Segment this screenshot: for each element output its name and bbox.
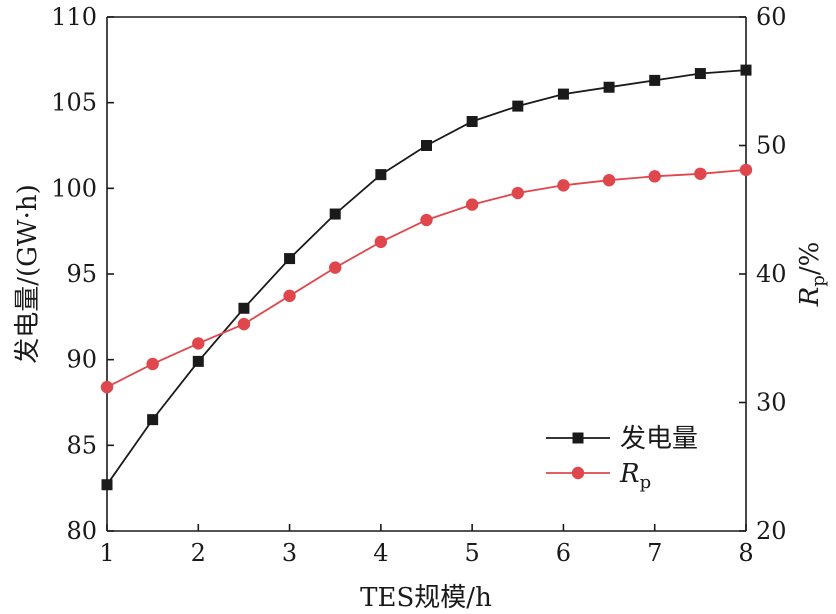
x-tick-label: 4 — [373, 539, 388, 567]
series-0-point — [557, 88, 569, 100]
legend-rp-label-sub: p — [640, 472, 652, 493]
series-1-point — [648, 170, 661, 183]
series-0 — [101, 64, 752, 491]
y-left-tick-label: 85 — [66, 431, 97, 459]
y-left-tick-label: 95 — [66, 260, 97, 288]
series-0-point — [649, 74, 661, 86]
series-layer — [100, 64, 753, 491]
y-right-axis-ticks: 20 30 40 50 60 — [739, 3, 787, 545]
y-right-tick-label: 30 — [756, 389, 787, 417]
series-1-point — [146, 357, 159, 371]
y-left-axis-ticks: 80 85 90 95 100 105 110 — [51, 3, 114, 545]
legend-rp-marker — [571, 466, 585, 480]
y-left-tick-label: 105 — [51, 89, 97, 117]
y-left-tick-label: 100 — [51, 174, 97, 202]
y-right-axis-title: Rp/% — [795, 242, 829, 308]
y-left-axis-title: 发电量/(GW·h) — [13, 184, 43, 364]
y-right-tick-label: 60 — [756, 3, 787, 31]
series-0-point — [603, 81, 615, 93]
y-right-tick-label: 20 — [756, 517, 787, 545]
x-tick-label: 8 — [738, 539, 753, 567]
series-0-point — [284, 253, 296, 265]
series-0-point — [329, 208, 341, 220]
x-tick-label: 2 — [191, 539, 206, 567]
y-left-tick-label: 110 — [51, 3, 97, 31]
series-1-point — [237, 317, 251, 331]
x-tick-label: 3 — [282, 539, 297, 567]
series-0-point — [421, 140, 432, 151]
y-left-tick-label: 80 — [66, 517, 97, 545]
series-1-line — [106, 169, 747, 388]
series-0-point — [147, 414, 159, 426]
series-1-point — [739, 163, 753, 177]
legend-rp-label: Rp — [619, 459, 651, 493]
legend-item-rp: Rp — [546, 459, 651, 493]
series-0-point — [740, 64, 752, 76]
legend-generation-marker — [572, 432, 584, 444]
series-1-point — [329, 261, 342, 274]
y-right-axis-title-suffix: /% — [795, 242, 825, 275]
series-1-point — [694, 167, 707, 180]
series-1-point — [420, 213, 433, 227]
x-tick-label: 6 — [556, 539, 571, 567]
series-0-point — [101, 479, 113, 491]
y-right-axis-title-main: R — [795, 287, 825, 308]
x-tick-label: 7 — [647, 539, 662, 567]
series-0-point — [375, 169, 387, 181]
series-1-point — [557, 179, 570, 192]
series-1-point — [511, 186, 524, 200]
x-tick-label: 5 — [465, 539, 480, 567]
x-axis-ticks: 1 2 3 4 5 6 7 8 — [99, 524, 754, 567]
series-1-point — [192, 337, 205, 350]
legend-generation-label: 发电量 — [620, 424, 698, 454]
legend-rp-label-main: R — [619, 459, 640, 489]
series-1-point — [602, 173, 616, 187]
series-0-point — [512, 100, 524, 112]
y-right-tick-label: 40 — [756, 260, 787, 288]
series-1-point — [283, 289, 296, 303]
y-right-tick-label: 50 — [756, 132, 787, 160]
x-tick-label: 1 — [99, 539, 114, 567]
legend-item-generation: 发电量 — [546, 424, 698, 454]
series-1 — [100, 163, 753, 394]
legend: 发电量 Rp — [546, 424, 698, 493]
y-left-tick-label: 90 — [66, 346, 97, 374]
x-axis-title: TES规模/h — [360, 583, 492, 613]
series-0-point — [192, 355, 204, 367]
series-0-point — [238, 302, 250, 314]
series-0-point — [466, 116, 478, 128]
series-1-point — [465, 198, 479, 211]
series-1-point — [374, 235, 388, 249]
y-right-axis-title-sub: p — [808, 275, 829, 287]
series-0-point — [694, 68, 706, 80]
series-1-point — [100, 380, 114, 394]
series-0-line — [106, 69, 747, 486]
